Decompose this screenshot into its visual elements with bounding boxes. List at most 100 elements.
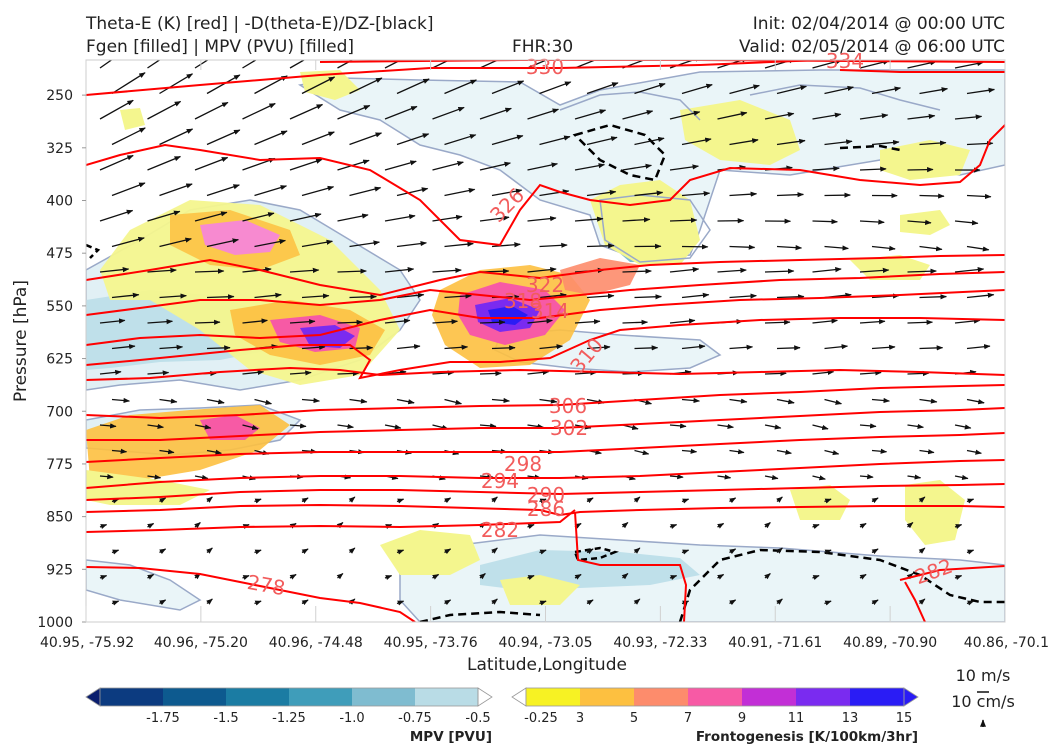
- y-tick-label: 925: [46, 562, 73, 578]
- wind-vector-arrow: [301, 344, 326, 350]
- wind-vector-arrow: [289, 60, 306, 69]
- mpv-extend-low: [85, 687, 101, 707]
- wind-vector-arrow: [669, 423, 687, 429]
- wind-vector-arrow: [574, 319, 601, 325]
- wind-vector-arrow: [301, 293, 330, 299]
- contour-label-286: 286: [527, 497, 565, 521]
- wind-vector-arrow: [764, 112, 795, 120]
- wind-vector-arrow: [527, 423, 544, 429]
- wind-vector-arrow: [479, 319, 506, 325]
- y-tick-label: 250: [46, 88, 73, 104]
- wind-vector-arrow: [159, 449, 175, 455]
- wind-vector-arrow: [159, 344, 184, 350]
- wind-vector-arrow: [527, 523, 535, 530]
- wind-vector-arrow: [586, 599, 594, 606]
- wind-vector-arrow: [301, 397, 321, 404]
- wind-vector-arrow: [479, 474, 494, 480]
- wind-vector-arrow: [206, 238, 239, 248]
- wind-vector-arrow: [111, 236, 145, 248]
- wind-vector-arrow: [384, 267, 415, 273]
- wind-vector-arrow: [147, 573, 155, 580]
- wind-vector-arrow: [99, 99, 134, 120]
- wind-vector-arrow: [907, 219, 932, 225]
- vector-reference-horizontal: 10 m/s: [956, 666, 1011, 685]
- wind-vector-arrow: [206, 449, 222, 455]
- wind-vector-arrow: [527, 108, 560, 120]
- wind-vector-arrow: [349, 186, 382, 197]
- wind-vector-arrow: [729, 244, 756, 250]
- theta-e-contour-282-right-b: [904, 581, 926, 622]
- frontogenesis-colorbar: 3 5 7 9 11 13 15: [511, 687, 919, 726]
- wind-vector-arrow: [348, 547, 356, 554]
- wind-vector-arrow: [919, 294, 947, 300]
- theta-e-contour-282-surface: [574, 511, 688, 622]
- x-axis-ticks: 40.95, -75.92 40.96, -75.20 40.96, -74.48 4…: [40, 60, 1049, 651]
- stability-contour-surface-mid: [419, 610, 541, 622]
- wind-vector-arrow: [918, 547, 926, 554]
- x-tick-label: 40.93, -72.33: [613, 635, 707, 651]
- wind-vector-arrow: [776, 138, 806, 146]
- wind-vector-arrow: [633, 598, 641, 605]
- frontogenesis-colorbar-label: Frontogenesis [K/100km/3hr]: [696, 729, 918, 745]
- theta-e-contour-282-right: [899, 565, 1005, 581]
- wind-vector-arrow: [206, 74, 241, 95]
- wind-vector-arrow: [147, 60, 161, 69]
- wind-vector-arrow: [384, 424, 402, 430]
- y-tick-label: 550: [46, 299, 73, 315]
- x-tick-label: 40.91, -71.61: [728, 635, 822, 651]
- wind-vector-arrow: [621, 522, 629, 529]
- mpv-bin: [100, 688, 164, 706]
- mpv-bin: [415, 688, 479, 706]
- wind-vector-arrow: [907, 60, 937, 69]
- wind-vector-arrow: [289, 103, 324, 120]
- wind-vector-arrow: [729, 449, 745, 455]
- wind-vector-arrow: [919, 193, 945, 199]
- wind-vector-arrow: [966, 193, 992, 200]
- wind-vector-arrow: [479, 423, 497, 429]
- wind-vector-arrow: [966, 498, 975, 504]
- mpv-bin: [226, 688, 290, 706]
- wind-vector-arrow: [681, 191, 711, 197]
- wind-vector-arrow: [954, 318, 981, 324]
- wind-vector-arrow: [254, 398, 273, 405]
- wind-vector-arrow: [111, 448, 128, 454]
- wind-vector-arrow: [337, 104, 371, 120]
- wind-vector-arrow: [824, 498, 832, 504]
- wind-vector-arrow: [159, 548, 167, 555]
- wind-vector-arrow: [907, 319, 934, 325]
- theta-e-contour-282-left: [86, 503, 1005, 517]
- wind-vector-arrow: [444, 398, 463, 405]
- stability-contour-surface-right: [678, 548, 1005, 622]
- theta-e-contour-282-mid: [86, 509, 576, 533]
- wind-vector-arrow: [717, 474, 732, 480]
- wind-vector-arrow: [919, 140, 947, 146]
- contour-label-298: 298: [504, 452, 542, 476]
- wind-vector-arrow: [527, 216, 557, 222]
- wind-vector-arrow: [539, 549, 547, 555]
- wind-vector-arrow: [527, 318, 553, 324]
- wind-vector-arrow: [859, 370, 882, 376]
- wind-vector-field: [99, 60, 996, 606]
- wind-vector-arrow: [776, 345, 801, 351]
- wind-vector-arrow: [622, 217, 651, 223]
- wind-vector-arrow: [99, 60, 113, 69]
- wind-vector-arrow: [954, 474, 969, 480]
- wind-vector-arrow: [681, 292, 710, 299]
- wind-vector-arrow: [206, 345, 231, 351]
- wind-vector-arrow: [764, 319, 791, 325]
- wind-vector-arrow: [242, 424, 259, 430]
- mpv-bin: [289, 688, 353, 706]
- wind-vector-arrow: [337, 268, 367, 274]
- wind-vector-arrow: [527, 162, 559, 171]
- wind-vector-arrow: [147, 370, 170, 376]
- wind-vector-arrow: [254, 549, 262, 555]
- wind-vector-arrow: [954, 523, 963, 530]
- mpv-colorbar-label: MPV [PVU]: [410, 729, 492, 745]
- wind-vector-arrow: [396, 292, 425, 299]
- wind-vector-arrow: [349, 294, 377, 300]
- wind-vector-arrow: [254, 498, 262, 504]
- wind-vector-arrow: [99, 267, 130, 273]
- wind-vector-arrow: [871, 548, 879, 555]
- fgen-bin: [796, 688, 851, 706]
- x-tick-label: 40.95, -75.92: [40, 635, 134, 651]
